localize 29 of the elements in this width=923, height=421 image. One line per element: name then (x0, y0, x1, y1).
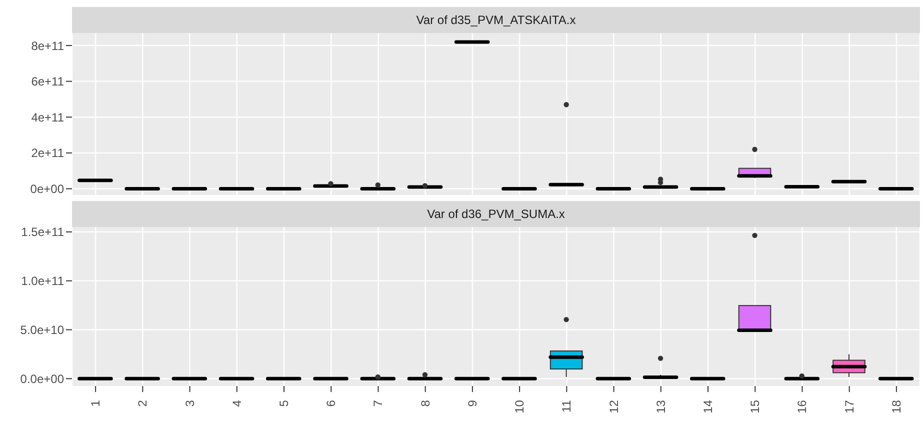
y-tick-label: 8e+11 (31, 38, 64, 53)
x-tick-label: 1 (88, 400, 103, 407)
chart-title: Var of d36_PVM_SUMA.x (72, 201, 920, 227)
x-tick-label: 4 (230, 400, 244, 407)
x-tick-label: 12 (606, 400, 621, 414)
y-tick-label: 0e+00 (30, 182, 64, 196)
x-tick-label: 7 (371, 400, 386, 407)
y-tick-label: 5.0e+10 (20, 323, 64, 337)
x-tick-label: 16 (795, 400, 810, 414)
y-tick-label: 1.0e+11 (21, 274, 64, 288)
chart-title: Var of d35_PVM_ATSKAITA.x (72, 7, 920, 33)
x-tick-label: 14 (701, 400, 715, 414)
x-tick-label: 2 (136, 400, 150, 407)
x-tick-label: 13 (654, 400, 668, 414)
x-tick-label: 3 (182, 400, 197, 407)
x-tick-label: 6 (324, 400, 338, 407)
x-tick-label: 15 (748, 400, 762, 414)
y-tick-label: 6e+11 (31, 74, 64, 89)
x-tick-label: 10 (512, 400, 527, 414)
x-tick-label: 8 (418, 400, 432, 407)
x-tick-label: 5 (277, 400, 291, 407)
x-tick-label: 17 (842, 400, 856, 414)
x-tick-label: 11 (560, 400, 574, 412)
y-tick-label: 0.0e+00 (20, 372, 64, 386)
y-tick-label: 2e+11 (31, 146, 64, 160)
y-tick-label: 1.5e+11 (21, 225, 64, 240)
x-tick-label: 9 (465, 400, 480, 407)
x-tick-label: 18 (889, 400, 904, 414)
y-tick-label: 4e+11 (31, 110, 64, 124)
